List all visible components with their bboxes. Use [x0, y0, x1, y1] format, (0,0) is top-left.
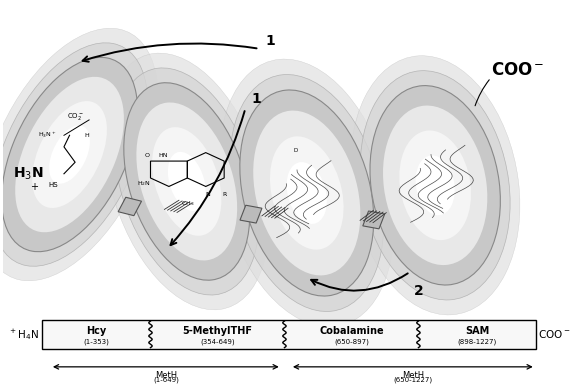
Text: 2: 2 — [414, 284, 423, 298]
Text: MetH: MetH — [155, 371, 177, 381]
Text: (1-353): (1-353) — [83, 338, 109, 345]
Ellipse shape — [2, 58, 138, 252]
Ellipse shape — [253, 110, 361, 276]
Ellipse shape — [360, 71, 510, 300]
Ellipse shape — [0, 28, 158, 281]
Ellipse shape — [399, 130, 471, 240]
Text: HN: HN — [158, 152, 168, 157]
Ellipse shape — [270, 136, 344, 250]
Text: +: + — [31, 182, 39, 192]
Ellipse shape — [105, 53, 268, 310]
Ellipse shape — [49, 125, 90, 184]
Ellipse shape — [350, 56, 520, 315]
Ellipse shape — [115, 68, 259, 295]
Text: COO$^-$: COO$^-$ — [539, 328, 571, 340]
Ellipse shape — [137, 102, 237, 261]
Text: HS: HS — [48, 182, 58, 188]
Text: (354-649): (354-649) — [200, 338, 235, 345]
Text: 1: 1 — [252, 92, 262, 106]
Ellipse shape — [32, 101, 107, 208]
FancyBboxPatch shape — [363, 211, 385, 229]
Ellipse shape — [230, 74, 384, 312]
Ellipse shape — [370, 86, 501, 285]
Text: (898-1227): (898-1227) — [457, 338, 497, 345]
Text: R: R — [222, 193, 226, 197]
Text: MetH: MetH — [402, 371, 424, 381]
Ellipse shape — [416, 156, 454, 215]
Ellipse shape — [152, 127, 221, 236]
Text: Hcy: Hcy — [86, 326, 106, 336]
Ellipse shape — [168, 152, 206, 211]
Text: H$_2$N: H$_2$N — [138, 179, 151, 188]
FancyBboxPatch shape — [118, 197, 142, 216]
Ellipse shape — [220, 59, 394, 327]
Text: 1: 1 — [266, 34, 275, 48]
Text: 5-MethylTHF: 5-MethylTHF — [183, 326, 252, 336]
Text: COO$^-$: COO$^-$ — [491, 61, 544, 79]
Ellipse shape — [287, 162, 327, 224]
Text: Cobalamine: Cobalamine — [319, 326, 384, 336]
FancyBboxPatch shape — [240, 205, 262, 223]
Text: CO$_2^-$: CO$_2^-$ — [67, 110, 84, 122]
Text: SAM: SAM — [465, 326, 489, 336]
Text: D: D — [294, 148, 298, 153]
Text: N: N — [206, 193, 211, 197]
Text: CH$_3$: CH$_3$ — [181, 199, 194, 208]
Ellipse shape — [383, 105, 487, 265]
Ellipse shape — [240, 90, 374, 296]
Text: (650-897): (650-897) — [334, 338, 369, 345]
Ellipse shape — [124, 83, 250, 280]
Text: (1-649): (1-649) — [153, 377, 179, 383]
Bar — [41, 320, 536, 349]
Text: O: O — [145, 152, 149, 157]
Ellipse shape — [15, 77, 124, 232]
Ellipse shape — [0, 43, 147, 266]
Text: H$_3$N: H$_3$N — [13, 166, 43, 182]
Text: (650-1227): (650-1227) — [393, 377, 433, 383]
Text: H$_3$N$^+$: H$_3$N$^+$ — [38, 130, 56, 140]
Text: H: H — [84, 133, 89, 138]
Text: $^+$H$_4$N: $^+$H$_4$N — [8, 327, 39, 342]
